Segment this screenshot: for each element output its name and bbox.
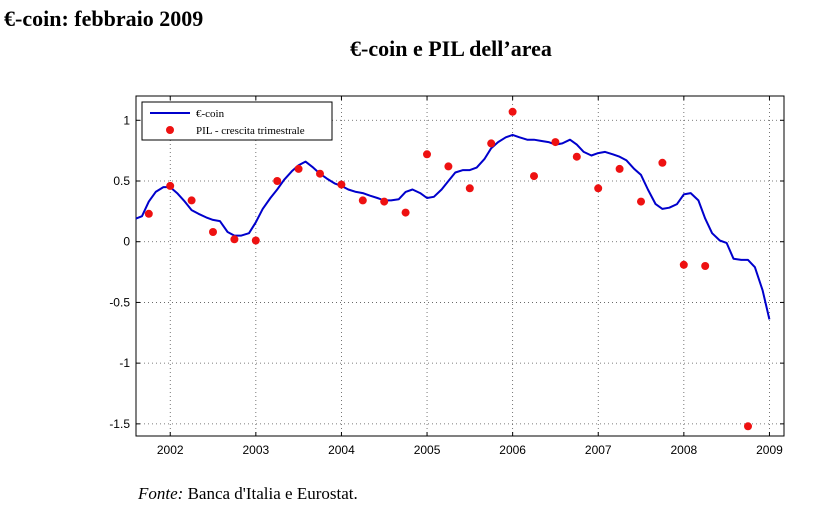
gdp-growth-point <box>637 197 645 206</box>
gdp-growth-point <box>401 208 410 217</box>
y-tick-label: -1.5 <box>109 417 130 431</box>
gdp-growth-point <box>465 184 474 193</box>
x-tick-label: 2009 <box>756 443 783 457</box>
gdp-growth-point <box>423 150 431 159</box>
gdp-growth-point <box>187 196 196 205</box>
gdp-growth-point <box>658 158 667 167</box>
gdp-growth-point <box>358 196 367 205</box>
gdp-growth-point <box>615 164 624 173</box>
y-tick-label: 0 <box>123 235 130 249</box>
x-tick-label: 2006 <box>499 443 526 457</box>
x-tick-label: 2007 <box>585 443 612 457</box>
source-note: Fonte: Banca d'Italia e Eurostat. <box>138 484 358 504</box>
plot-area-frame <box>135 95 785 437</box>
gdp-growth-point <box>551 138 560 147</box>
gdp-growth-point <box>444 162 453 171</box>
x-tick-label: 2003 <box>242 443 269 457</box>
series-line-ecoin <box>135 133 771 320</box>
gdp-growth-point <box>294 164 303 173</box>
y-tick-label: -1 <box>119 356 130 370</box>
x-tick-label: 2008 <box>670 443 697 457</box>
legend-box <box>141 101 333 141</box>
gdp-growth-point <box>144 209 153 218</box>
chart-title: €-coin e PIL dell’area <box>350 36 552 61</box>
gdp-growth-point <box>744 422 752 431</box>
legend: €-coin PIL - crescita trimestrale <box>141 101 333 141</box>
gdp-growth-point <box>530 172 538 181</box>
source-text: Banca d'Italia e Eurostat. <box>187 484 358 503</box>
x-tick-label: 2002 <box>157 443 184 457</box>
legend-dot-swatch <box>166 126 174 134</box>
y-tick-label: 0.5 <box>113 174 130 188</box>
page-title: €-coin: febbraio 2009 <box>4 6 204 31</box>
source-label: Fonte: <box>138 484 184 503</box>
gdp-growth-point <box>508 107 517 116</box>
gdp-growth-point <box>166 181 175 190</box>
y-tick-label: 1 <box>123 113 130 127</box>
gdp-growth-point <box>316 169 324 178</box>
x-tick-label: 2005 <box>414 443 441 457</box>
legend-label: €-coin <box>196 108 225 120</box>
gdp-growth-point <box>251 236 260 245</box>
gdp-growth-point <box>679 260 688 269</box>
gdp-growth-point <box>209 228 217 236</box>
gdp-growth-point <box>487 139 496 148</box>
gdp-growth-point <box>380 197 389 206</box>
gdp-growth-point <box>594 184 603 193</box>
gdp-growth-point <box>701 262 710 270</box>
y-tick-label: -0.5 <box>109 295 130 309</box>
gdp-growth-point <box>337 180 346 189</box>
gdp-growth-point <box>230 235 239 244</box>
gdp-growth-point <box>273 177 282 185</box>
x-tick-label: 2004 <box>328 443 355 457</box>
gdp-growth-point <box>572 152 581 161</box>
legend-label: PIL - crescita trimestrale <box>196 125 305 137</box>
